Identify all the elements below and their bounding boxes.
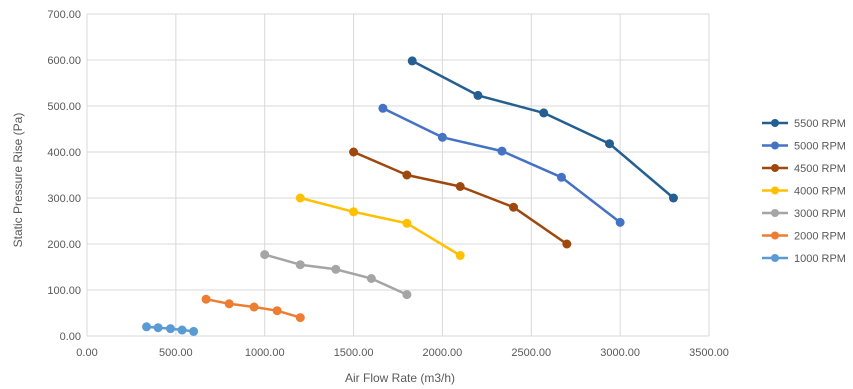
legend-label: 3000 RPM	[794, 208, 846, 220]
data-point	[539, 108, 549, 118]
legend-entry: 5500 RPM	[762, 118, 846, 130]
data-point	[331, 264, 341, 274]
legend-label: 5500 RPM	[794, 118, 846, 130]
data-point	[402, 218, 412, 228]
legend-marker	[771, 231, 779, 240]
legend-marker	[771, 164, 779, 172]
series-3000-rpm	[260, 250, 412, 300]
data-point	[604, 139, 614, 149]
data-point	[260, 250, 270, 260]
legend-entry: 4500 RPM	[762, 163, 846, 175]
y-tick-label: 200.00	[47, 239, 81, 251]
data-point	[295, 193, 305, 203]
data-point	[509, 202, 519, 212]
series-1000-rpm	[142, 322, 199, 336]
series-line	[382, 107, 621, 224]
data-point	[295, 313, 305, 323]
x-tick-label: 0.00	[76, 347, 97, 359]
data-point	[153, 323, 163, 333]
legend-label: 5000 RPM	[794, 141, 846, 153]
y-tick-label: 700.00	[47, 9, 81, 21]
legend-marker	[771, 209, 779, 217]
y-tick-label: 300.00	[47, 193, 81, 205]
x-tick-label: 3000.00	[600, 347, 640, 359]
data-point	[366, 274, 376, 283]
data-point	[668, 193, 678, 203]
legend-marker	[771, 254, 779, 262]
data-point	[295, 260, 305, 270]
data-point	[497, 146, 507, 156]
data-point	[437, 132, 447, 142]
gridlines	[86, 13, 710, 337]
series-4500-rpm	[349, 147, 572, 249]
data-point	[402, 170, 412, 180]
x-tick-label: 2500.00	[511, 347, 551, 359]
legend: 5500 RPM 5000 RPM 4500 RPM 4000 RPM 3000 RPM…	[762, 118, 846, 265]
x-tick-label: 1500.00	[334, 347, 374, 359]
legend-label: 2000 RPM	[794, 231, 846, 243]
data-point	[455, 251, 465, 260]
data-point	[224, 299, 234, 309]
series-line	[264, 253, 408, 296]
series-5500-rpm	[407, 56, 678, 203]
data-point	[189, 326, 199, 336]
series-line	[411, 59, 675, 199]
series-2000-rpm	[201, 294, 305, 323]
data-point	[402, 290, 412, 300]
legend-label: 1000 RPM	[794, 253, 846, 265]
y-tick-label: 100.00	[47, 285, 81, 297]
legend-entry: 2000 RPM	[762, 231, 846, 243]
legend-entry: 3000 RPM	[762, 208, 846, 220]
y-tick-label: 500.00	[47, 101, 81, 113]
legend-entry: 4000 RPM	[762, 186, 846, 198]
data-point	[407, 56, 417, 66]
data-point	[166, 324, 176, 334]
data-point	[249, 302, 259, 312]
data-point	[349, 207, 359, 217]
series-lines	[142, 56, 678, 336]
data-point	[562, 239, 572, 249]
data-point	[201, 294, 211, 304]
x-tick-label: 1000.00	[245, 347, 285, 359]
legend-entry: 1000 RPM	[762, 253, 846, 265]
legend-label: 4000 RPM	[794, 186, 846, 198]
y-tick-label: 600.00	[47, 55, 81, 67]
legend-marker	[771, 186, 779, 195]
y-tick-label: 400.00	[47, 147, 81, 159]
data-point	[349, 147, 359, 157]
y-tick-label: 0.00	[60, 331, 81, 343]
series-5000-rpm	[378, 103, 625, 227]
legend-label: 4500 RPM	[794, 163, 846, 175]
data-point	[272, 306, 282, 316]
y-axis-title: Static Pressure Rise (Pa)	[11, 113, 25, 248]
data-point	[142, 322, 152, 332]
legend-entry: 5000 RPM	[762, 141, 846, 153]
x-tick-label: 500.00	[159, 347, 193, 359]
axes: 0.00 500.00 1000.00 1500.00 2000.00 2500.00 30…	[47, 9, 729, 359]
x-tick-label: 2000.00	[423, 347, 463, 359]
legend-marker	[771, 141, 779, 150]
data-point	[556, 172, 566, 182]
data-point	[455, 182, 465, 191]
series-line	[299, 196, 461, 257]
data-point	[473, 90, 483, 100]
data-point	[615, 217, 625, 227]
x-axis-title: Air Flow Rate (m3/h)	[345, 371, 455, 385]
data-point	[177, 325, 187, 335]
x-tick-label: 3500.00	[689, 347, 729, 359]
legend-marker	[771, 119, 779, 127]
data-point	[378, 103, 388, 113]
series-4000-rpm	[295, 193, 465, 260]
